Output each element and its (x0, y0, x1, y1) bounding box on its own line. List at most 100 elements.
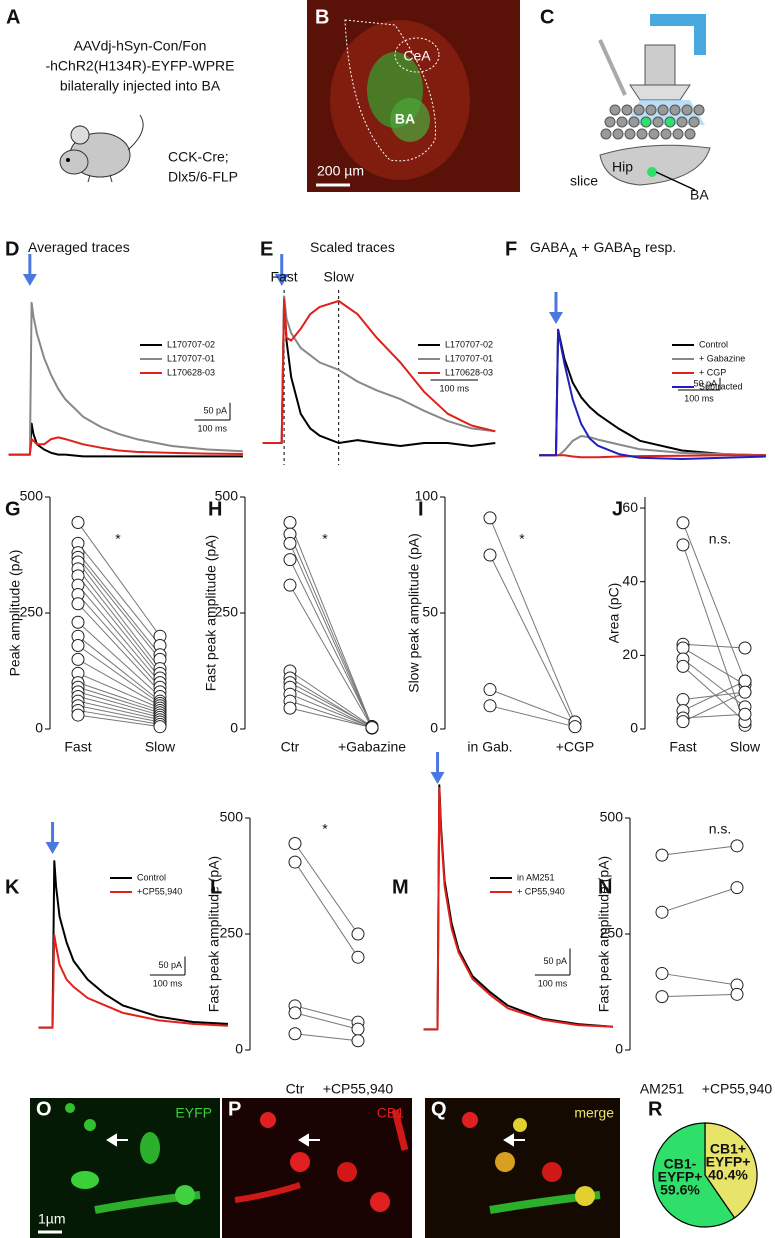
data-point (730, 987, 744, 1001)
data-point (676, 538, 690, 552)
pair-line (77, 552, 161, 656)
construct-text: AAVdj-hSyn-Con/Fon (74, 38, 207, 54)
pair-line (489, 705, 576, 728)
scale-bar-label: 100 ms (197, 423, 227, 433)
pair-line (77, 645, 161, 704)
y-tick-label: 250 (600, 925, 624, 941)
data-point (676, 693, 690, 707)
y-axis-label: Fast peak amplitude (pA) (206, 856, 222, 1012)
data-point (738, 685, 752, 699)
significance: * (322, 531, 328, 547)
legend-label: L170707-01 (445, 353, 493, 363)
pair-line (682, 658, 746, 708)
data-point (483, 699, 497, 713)
pair-line (661, 993, 738, 998)
arrow-head (274, 274, 289, 286)
diagram-label: BA (690, 187, 709, 203)
stimulus-arrow (22, 254, 37, 286)
histology-image (307, 0, 520, 192)
pair-line (77, 658, 161, 707)
y-tick-label: 50 (422, 604, 438, 620)
legend-label: L170628-03 (445, 367, 493, 377)
y-tick-label: 0 (35, 720, 43, 736)
y-tick-label: 250 (220, 925, 244, 941)
data-point (288, 1006, 302, 1020)
title-part: Averaged traces (28, 239, 130, 255)
x-tick-label: Ctr (281, 739, 300, 755)
panel-title: GABAA + GABAB resp. (530, 239, 676, 261)
micrograph (30, 1098, 620, 1238)
trace-line (262, 298, 496, 444)
panel-label: C (540, 6, 554, 28)
panel-label: D (5, 238, 19, 260)
data-point (283, 578, 297, 592)
pie-slice (652, 1122, 736, 1228)
diagram-label: slice (570, 173, 598, 189)
setup-diagram (598, 14, 711, 191)
data-point (655, 848, 669, 862)
pair-line (289, 522, 373, 727)
pair-line (77, 709, 161, 725)
trace-line (539, 435, 766, 457)
pair-line (682, 666, 746, 723)
panel-title: Scaled traces (310, 239, 395, 255)
stimulus-arrow (274, 254, 289, 286)
pair-line (489, 689, 576, 723)
y-tick-label: 20 (622, 646, 638, 662)
scale-bar-label: 100 ms (153, 978, 183, 988)
legend-label: + Gabazine (699, 353, 745, 363)
x-tick-label: in Gab. (467, 739, 512, 755)
x-tick-label: AM251 (640, 1081, 685, 1097)
data-point (568, 720, 582, 734)
pie-slice (704, 1122, 758, 1219)
significance: n.s. (709, 821, 732, 837)
panel-label: O (36, 1098, 52, 1120)
y-axis-label: Peak amplitude (pA) (7, 550, 23, 677)
scale-bar-label: 50 pA (693, 378, 717, 388)
pair-line (294, 1012, 359, 1030)
data-point (283, 553, 297, 567)
significance: n.s. (709, 531, 732, 547)
slice-value: 40.4% (708, 1167, 748, 1183)
trace-line (8, 301, 243, 456)
y-tick-label: 500 (215, 488, 239, 504)
data-point (283, 536, 297, 550)
panel-label: L (210, 876, 222, 898)
data-point (71, 708, 85, 722)
pair-line (77, 594, 161, 688)
x-tick-label: Fast (669, 739, 696, 755)
pair-line (289, 543, 373, 728)
legend-label: L170707-02 (167, 339, 215, 349)
legend-label: in AM251 (517, 872, 555, 882)
y-tick-label: 0 (630, 720, 638, 736)
y-tick-label: 500 (600, 809, 624, 825)
data-point (71, 516, 85, 530)
slice-label: CB1+ (710, 1141, 746, 1157)
panel-label: E (260, 238, 273, 260)
pair-line (77, 686, 161, 714)
pair-line (294, 861, 359, 958)
trace-line (38, 860, 229, 1029)
panel-label: J (612, 498, 623, 520)
pair-line (77, 584, 161, 683)
scale-bar-label: 100 ms (684, 393, 714, 403)
pair-line (294, 843, 359, 935)
pair-line (77, 635, 161, 702)
scale-bar-label: 100 ms (538, 978, 568, 988)
panel-label: N (598, 876, 612, 898)
pair-line (77, 575, 161, 679)
data-point (655, 990, 669, 1004)
pair-line (289, 670, 373, 728)
data-point (738, 641, 752, 655)
legend-label: +CP55,940 (137, 886, 182, 896)
legend-label: L170707-02 (445, 339, 493, 349)
data-point (730, 881, 744, 895)
pair-line (289, 584, 373, 728)
panel-label: F (505, 238, 517, 260)
data-point (676, 516, 690, 530)
stimulus-arrow (548, 292, 563, 324)
pair-line (289, 686, 373, 729)
panel-title: Averaged traces (28, 239, 130, 255)
pair-line (77, 691, 161, 716)
